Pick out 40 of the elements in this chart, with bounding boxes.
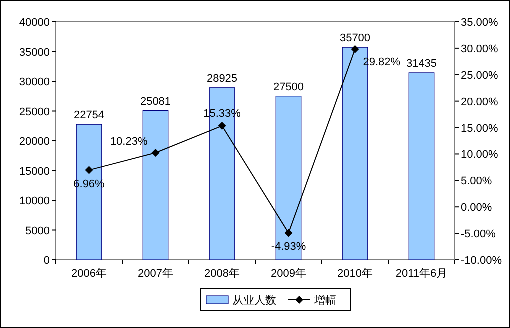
y2-tick-label: 10.00% (461, 149, 499, 162)
y2-tick-label: 5.00% (461, 176, 492, 188)
legend-label: 增幅 (314, 295, 336, 307)
point (152, 149, 160, 158)
y2-tick-label: 35.00% (461, 17, 499, 29)
y2-tick-label: 15.00% (461, 122, 499, 135)
y2-tick-label: 20.00% (461, 96, 499, 108)
y-tick-label: 35000 (19, 46, 50, 59)
point (218, 122, 226, 130)
y2-tick-label: 25.00% (461, 70, 499, 82)
y2-tick-label: 30.00% (461, 43, 499, 56)
point (85, 166, 94, 174)
data-label: 28925 (206, 72, 238, 85)
data-label: 27500 (273, 81, 304, 94)
bar (408, 72, 435, 260)
y-tick-label: 40000 (19, 17, 50, 29)
data-label: 35700 (340, 32, 371, 45)
x-tick-label: 2011年6月 (396, 268, 448, 280)
y-tick-label: 15000 (19, 166, 50, 178)
bar (76, 124, 102, 260)
data-label: 25081 (140, 96, 172, 108)
legend-label: 从业人数 (232, 294, 276, 307)
y-tick-label: 20000 (19, 136, 50, 148)
y-tick-label: 10000 (19, 196, 50, 208)
x-tick-label: 2009年 (271, 268, 306, 280)
x-tick-label: 2008年 (204, 268, 240, 280)
y2-tick-label: -10.00% (461, 255, 502, 267)
x-tick-label: 2010年 (338, 268, 373, 280)
point (351, 45, 360, 54)
y2-tick-label: -5.00% (461, 228, 496, 241)
y-tick-label: 25000 (19, 106, 50, 118)
point (284, 229, 293, 238)
y-tick-label: 5000 (26, 225, 50, 238)
y2-tick-label: 0.00% (461, 202, 492, 214)
x-tick-label: 2007年 (138, 268, 174, 280)
y-tick-label: 30000 (19, 76, 50, 88)
y-tick-label: 0 (44, 255, 50, 267)
x-tick-label: 2006年 (72, 268, 107, 280)
data-label: 22754 (74, 110, 105, 122)
data-label: 31435 (406, 58, 438, 70)
